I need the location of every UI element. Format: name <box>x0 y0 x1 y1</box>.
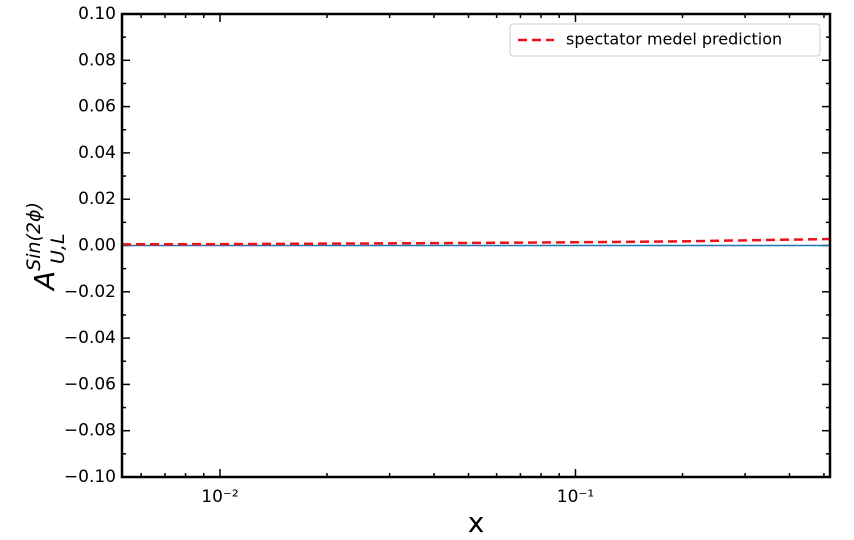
y-tick-label: 0.08 <box>78 50 116 70</box>
y-tick-label: −0.08 <box>64 421 116 441</box>
y-tick-label: −0.06 <box>64 374 116 394</box>
y-label-sup: Sin(2ϕ) <box>23 202 45 271</box>
y-tick-label: −0.10 <box>64 467 116 487</box>
y-label-base: A <box>28 271 61 292</box>
y-label-sub: U,L <box>47 233 69 264</box>
plot-frame <box>120 12 832 479</box>
y-tick-label: 0.10 <box>78 4 116 24</box>
y-tick-label: −0.04 <box>64 328 116 348</box>
x-tick-label: 10⁻¹ <box>557 487 594 507</box>
legend-box <box>509 23 821 57</box>
x-axis-label: x <box>468 506 485 539</box>
y-axis-label: ASin(2ϕ) U,L <box>23 202 69 292</box>
y-tick-label: 0.06 <box>78 97 116 117</box>
y-tick-label: −0.02 <box>64 282 116 302</box>
legend-label: spectator medel prediction <box>566 30 782 49</box>
x-tick-label: 10⁻² <box>201 487 238 507</box>
data-line <box>121 237 831 246</box>
y-tick-label: 0.04 <box>78 143 116 163</box>
y-tick-label: 0.02 <box>78 189 116 209</box>
y-tick-label: 0.00 <box>78 236 116 256</box>
